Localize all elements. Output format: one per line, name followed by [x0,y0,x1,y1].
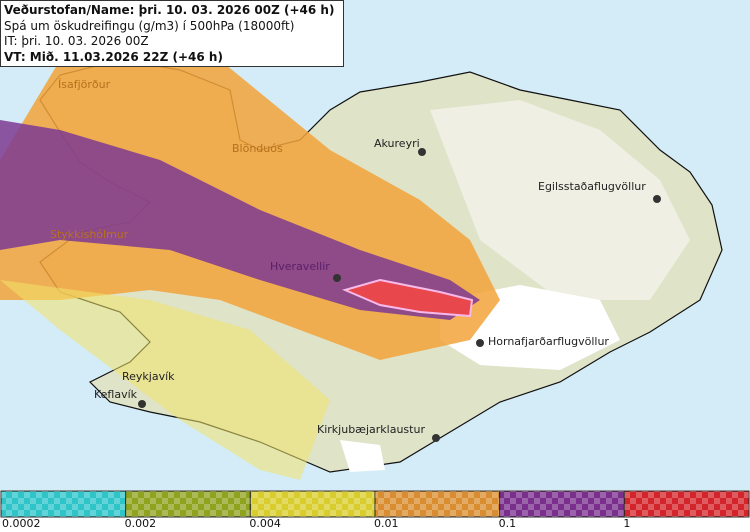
ash-plume-inner [0,120,480,320]
legend-label: 0.1 [499,517,516,530]
place-dot [476,339,484,347]
legend-label: 0.004 [249,517,280,530]
place-label: Blönduós [232,142,283,155]
legend-label: 0.0002 [2,517,41,530]
place-label: Keflavík [94,388,138,401]
header: Veðurstofan/Name: þri. 10. 03. 2026 00Z … [0,0,344,67]
place-dot [432,434,440,442]
place-label: Hveravellir [270,260,330,273]
glacier [340,440,385,472]
place-label: Hornafjarðarflugvöllur [488,335,609,348]
place-label: Reykjavík [122,370,175,383]
place-label: Kirkjubæjarklaustur [317,423,425,436]
header-line: Spá um öskudreifingu (g/m3) í 500hPa (18… [4,18,295,33]
place-dot [418,148,426,156]
legend-pattern [624,491,749,517]
header-line: VT: Mið. 11.03.2026 22Z (+46 h) [4,49,223,64]
legend-pattern [375,491,500,517]
legend-pattern [250,491,375,517]
legend-pattern [125,491,251,517]
header-line: Veðurstofan/Name: þri. 10. 03. 2026 00Z … [4,3,335,17]
place-dot [138,400,146,408]
place-label: Ísafjörður [58,78,111,91]
legend-label: 0.01 [374,517,399,530]
legend-label: 0.002 [125,517,156,530]
ash-plume-core [342,278,474,318]
place-label: Akureyri [374,137,420,150]
place-dot [333,274,341,282]
legend-label: 1 [623,517,630,530]
place-label: Egilsstaðaflugvöllur [538,180,646,193]
ash-plume-light [0,280,330,480]
legend-pattern [499,491,625,517]
highland [430,100,690,300]
place-dot [653,195,661,203]
place-label: Stykkishólmur [50,228,129,241]
legend-pattern [1,491,126,517]
header-line: IT: þri. 10. 03. 2026 00Z [4,34,149,48]
